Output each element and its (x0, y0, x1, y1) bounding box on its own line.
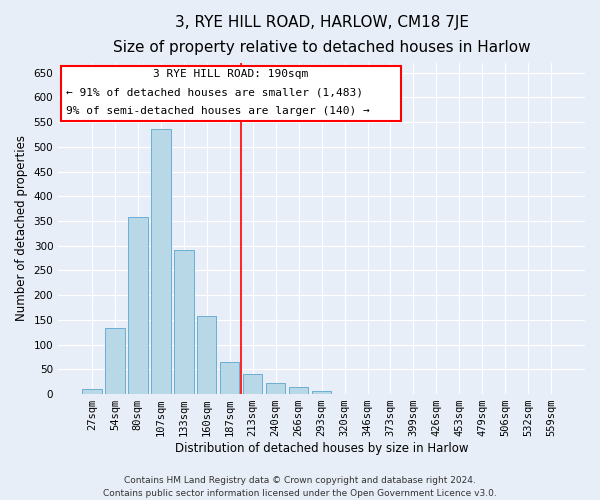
Bar (82, 389, 101, 394)
FancyBboxPatch shape (61, 66, 401, 120)
Y-axis label: Number of detached properties: Number of detached properties (15, 136, 28, 322)
Text: Contains HM Land Registry data © Crown copyright and database right 2024.
Contai: Contains HM Land Registry data © Crown c… (103, 476, 497, 498)
Text: 9% of semi-detached houses are larger (140) →: 9% of semi-detached houses are larger (1… (66, 106, 370, 116)
Bar (197, 316, 217, 394)
Bar (266, 383, 286, 394)
Bar (243, 374, 262, 394)
Title: 3, RYE HILL ROAD, HARLOW, CM18 7JE
Size of property relative to detached houses : 3, RYE HILL ROAD, HARLOW, CM18 7JE Size … (113, 15, 530, 54)
Bar (174, 250, 194, 394)
Bar (220, 362, 239, 394)
Text: 3 RYE HILL ROAD: 190sqm: 3 RYE HILL ROAD: 190sqm (153, 70, 308, 80)
Bar (105, 328, 125, 394)
Bar (289, 387, 308, 394)
Bar (128, 217, 148, 394)
X-axis label: Distribution of detached houses by size in Harlow: Distribution of detached houses by size … (175, 442, 469, 455)
Bar (151, 130, 170, 394)
Text: ← 91% of detached houses are smaller (1,483): ← 91% of detached houses are smaller (1,… (66, 88, 363, 98)
Bar (312, 391, 331, 394)
